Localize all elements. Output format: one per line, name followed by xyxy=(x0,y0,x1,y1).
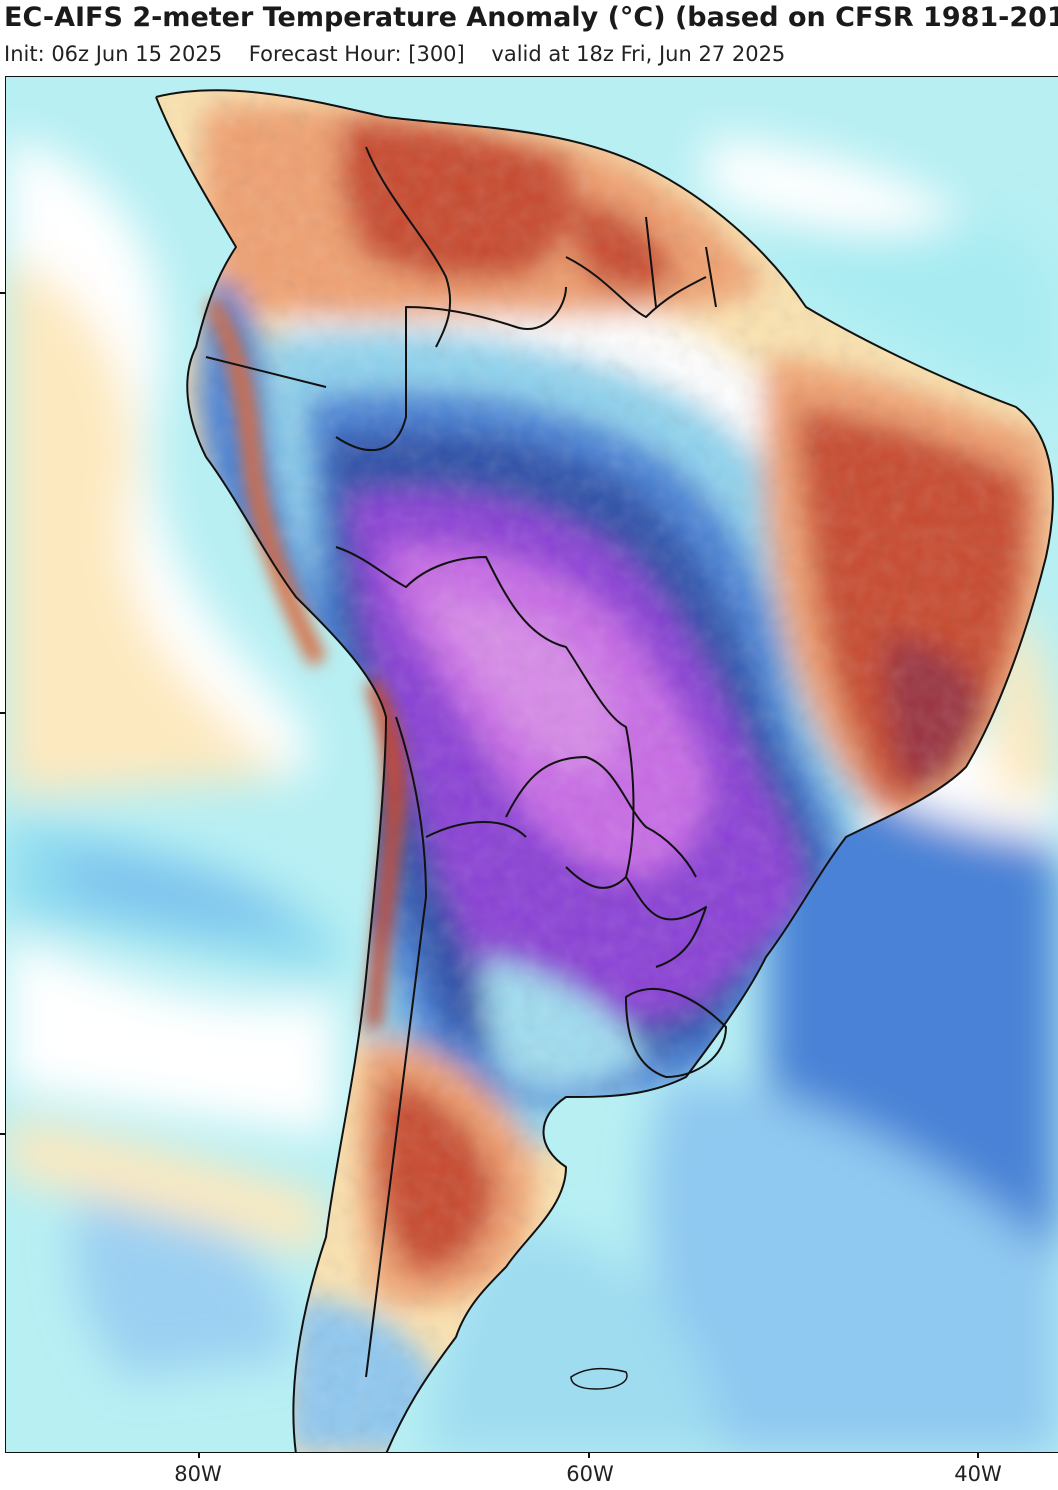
x-tick xyxy=(198,1452,200,1458)
x-tick xyxy=(588,1452,590,1458)
y-tick xyxy=(0,712,6,714)
x-tick-label-80w: 80W xyxy=(174,1462,222,1486)
y-tick xyxy=(0,1133,6,1135)
x-tick-label-60w: 60W xyxy=(566,1462,614,1486)
forecast-hour: Forecast Hour: [300] xyxy=(248,42,465,66)
valid-time: valid at 18z Fri, Jun 27 2025 xyxy=(491,42,786,66)
ocean-anomaly-fields xyxy=(6,137,1058,1452)
falkland-islands xyxy=(570,1367,628,1390)
init-time: Init: 06z Jun 15 2025 xyxy=(4,42,223,66)
x-tick-label-40w: 40W xyxy=(954,1462,1002,1486)
andes-warm-streak xyxy=(206,297,405,1027)
y-tick xyxy=(0,292,6,294)
anomaly-map xyxy=(6,77,1058,1452)
chart-subtitle: Init: 06z Jun 15 2025 Forecast Hour: [30… xyxy=(4,40,805,68)
x-tick xyxy=(977,1452,979,1458)
map-panel xyxy=(5,76,1058,1453)
land-anomaly-fields xyxy=(156,90,1053,1452)
country-borders xyxy=(155,89,1054,1452)
chart-title: EC-AIFS 2-meter Temperature Anomaly (°C)… xyxy=(4,2,1058,33)
